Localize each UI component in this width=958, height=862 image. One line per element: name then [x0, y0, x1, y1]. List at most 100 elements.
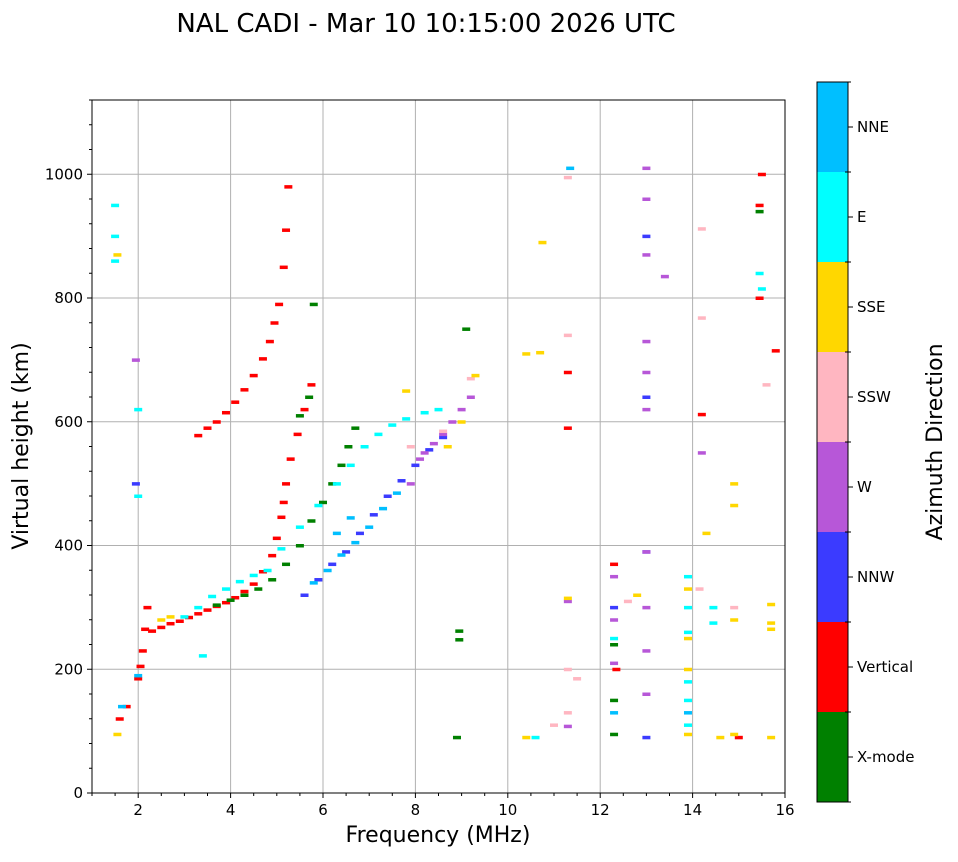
data-point	[563, 175, 572, 180]
data-point	[240, 388, 249, 392]
data-point	[683, 574, 692, 579]
data-point	[323, 568, 332, 573]
data-point	[757, 287, 766, 291]
data-point	[279, 265, 288, 270]
data-point	[683, 630, 692, 635]
data-point	[379, 506, 388, 511]
series-vertical	[115, 172, 780, 740]
data-point	[536, 350, 545, 355]
data-point	[332, 531, 341, 536]
data-point	[180, 615, 189, 619]
data-point	[344, 445, 353, 449]
data-point	[134, 673, 143, 678]
x-tick-label: 4	[226, 801, 236, 819]
data-point	[249, 573, 258, 578]
data-point	[286, 457, 295, 461]
data-point	[175, 619, 184, 623]
data-point	[550, 723, 558, 727]
colorbar-label: SSE	[857, 298, 886, 316]
data-point	[392, 491, 401, 495]
data-point	[406, 445, 415, 449]
x-tick-label: 6	[318, 801, 328, 819]
series-x-mode	[212, 209, 764, 740]
data-point	[166, 621, 175, 626]
data-point	[342, 550, 351, 554]
data-point	[198, 654, 207, 658]
data-point	[332, 482, 341, 486]
data-point	[307, 519, 316, 523]
data-point	[642, 234, 651, 239]
data-point	[767, 735, 776, 740]
data-point	[642, 253, 651, 257]
data-point	[755, 209, 764, 214]
data-point	[452, 735, 461, 740]
data-point	[157, 618, 166, 622]
data-point	[531, 735, 540, 740]
data-point	[683, 732, 692, 737]
data-point	[695, 587, 704, 591]
data-point	[277, 547, 286, 551]
y-tick-label: 800	[54, 289, 83, 307]
data-point	[455, 638, 464, 642]
x-axis-ticks: 2 4 6 8 10 12 14 16	[91, 793, 795, 819]
data-point	[457, 420, 466, 424]
data-point	[697, 227, 706, 231]
data-point	[563, 370, 572, 375]
data-point	[284, 185, 293, 189]
data-point	[122, 704, 131, 709]
data-point	[455, 629, 464, 633]
data-point	[771, 349, 780, 353]
data-point	[762, 383, 771, 387]
data-point	[221, 410, 230, 415]
colorbar-label: NNW	[857, 568, 894, 586]
data-point	[563, 667, 572, 672]
data-point	[683, 680, 692, 684]
data-point	[221, 587, 230, 591]
data-point	[642, 649, 651, 653]
data-point	[185, 615, 194, 620]
y-tick-label: 200	[54, 660, 83, 678]
colorbar-label: X-mode	[857, 748, 914, 766]
data-point	[355, 531, 364, 536]
data-point	[610, 732, 619, 737]
data-point	[642, 370, 651, 375]
data-point	[416, 457, 425, 461]
data-point	[240, 589, 249, 594]
data-point	[439, 429, 448, 434]
data-point	[254, 587, 263, 591]
data-point	[462, 327, 471, 331]
data-point	[351, 426, 360, 430]
x-axis-label: Frequency (MHz)	[346, 823, 531, 848]
data-point	[434, 407, 443, 412]
data-point	[425, 448, 434, 452]
data-point	[115, 717, 124, 721]
data-point	[265, 339, 274, 344]
data-point	[263, 568, 272, 573]
data-point	[282, 228, 291, 232]
data-point	[268, 553, 277, 558]
data-point	[563, 711, 572, 715]
data-point	[226, 598, 235, 602]
data-point	[365, 525, 374, 529]
data-point	[683, 636, 692, 641]
data-point	[240, 593, 249, 597]
data-point	[757, 172, 766, 177]
x-tick-label: 2	[133, 801, 143, 819]
colorbar-swatch	[817, 712, 848, 802]
y-axis-ticks: 0 200 400 600 800 1000	[45, 99, 92, 802]
data-point	[610, 636, 619, 641]
data-point	[730, 605, 739, 610]
data-point	[709, 621, 718, 625]
data-point	[113, 253, 122, 257]
colorbar-swatch	[817, 622, 848, 712]
data-point	[402, 417, 411, 421]
data-point	[309, 302, 318, 307]
data-point	[309, 581, 318, 585]
data-point	[138, 649, 147, 653]
data-point	[702, 531, 711, 536]
data-point	[282, 482, 291, 486]
series-sse	[113, 240, 776, 740]
data-point	[683, 667, 692, 672]
data-point	[346, 463, 355, 468]
data-point	[406, 482, 415, 486]
